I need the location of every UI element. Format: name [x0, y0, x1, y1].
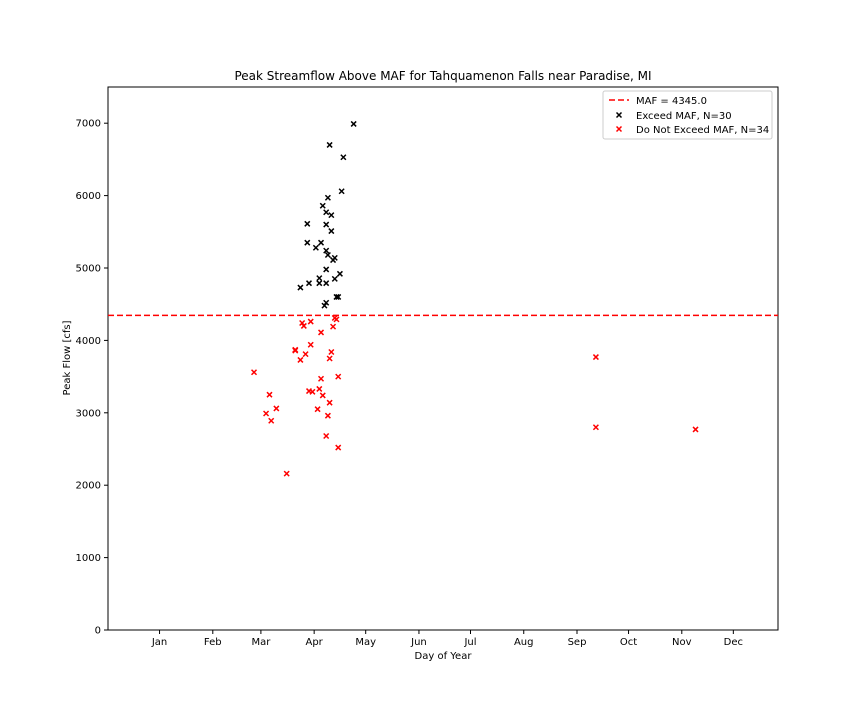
exceed-maf-point — [319, 202, 326, 209]
not-exceed-maf-point — [273, 405, 280, 412]
exceed-maf-point — [326, 141, 333, 148]
exceed-maf-point — [297, 284, 304, 291]
not-exceed-maf-point — [333, 316, 340, 323]
not-exceed-maf-point — [326, 399, 333, 406]
exceed-maf-point — [336, 270, 343, 277]
y-axis: 0 1000 2000 3000 4000 5000 6000 7000 — [76, 119, 108, 637]
y-tick-label: 1000 — [76, 553, 101, 564]
not-exceed-maf-point — [292, 347, 299, 354]
not-exceed-maf-point — [317, 329, 325, 336]
x-tick-label: Jan — [151, 637, 167, 648]
legend-marker-exceed — [615, 111, 623, 119]
not-exceed-maf-point — [309, 388, 316, 395]
exceed-maf-point — [323, 247, 330, 254]
exceed-maf-point — [316, 280, 323, 287]
chart-title: Peak Streamflow Above MAF for Tahquameno… — [234, 69, 651, 83]
exceed-maf-point — [324, 194, 331, 201]
not-exceed-maf-point — [263, 410, 270, 417]
not-exceed-maf-point — [328, 348, 335, 356]
exceed-maf-point — [317, 239, 325, 246]
plot-area — [107, 86, 779, 631]
not-exceed-maf-point — [283, 470, 290, 477]
exceed-maf-point — [323, 299, 330, 306]
y-axis-label: Peak Flow [cfs] — [62, 320, 73, 395]
not-exceed-maf-point — [335, 444, 342, 451]
x-tick-label: Jul — [463, 637, 476, 648]
not-exceed-maf-point — [592, 354, 599, 361]
exceed-maf-point — [331, 254, 338, 261]
not-exceed-maf-point — [302, 351, 309, 358]
exceed-maf-point — [305, 280, 313, 287]
not-exceed-maf-point — [324, 412, 331, 419]
x-tick-label: Jun — [410, 637, 427, 648]
y-tick-label: 5000 — [76, 264, 101, 275]
x-tick-label: Dec — [724, 637, 743, 648]
not-exceed-maf-point — [326, 355, 333, 362]
exceed-maf-point — [321, 302, 328, 309]
not-exceed-maf-point — [319, 392, 326, 399]
x-tick-label: Nov — [672, 637, 692, 648]
exceed-maf-point — [338, 188, 345, 195]
not-exceed-maf-point — [307, 341, 314, 348]
x-tick-label: May — [355, 637, 376, 648]
exceed-maf-point — [333, 293, 340, 300]
not-exceed-maf-point — [317, 375, 325, 382]
x-tick-label: Sep — [568, 637, 587, 648]
not-exceed-maf-point — [266, 391, 273, 398]
x-tick-label: Mar — [251, 637, 271, 648]
legend-label-not-exceed: Do Not Exceed MAF, N=34 — [636, 125, 769, 136]
exceed-maf-point — [312, 244, 319, 251]
exceed-maf-point — [323, 280, 330, 287]
x-tick-label: Feb — [204, 637, 222, 648]
not-exceed-maf-point — [316, 385, 323, 392]
legend-label-exceed: Exceed MAF, N=30 — [636, 111, 732, 122]
x-axis: Jan Feb Mar Apr May Jun Jul Aug Sep Oct Nov Dec — [151, 630, 743, 648]
legend-box — [602, 90, 773, 140]
exceed-maf-point — [335, 293, 342, 300]
x-tick-label: Aug — [514, 637, 534, 648]
legend-marker-not-exceed — [615, 125, 623, 133]
not-exceed-maf-point — [323, 432, 330, 439]
y-tick-label: 7000 — [76, 119, 101, 130]
exceed-maf-point — [328, 212, 335, 219]
x-axis-label: Day of Year — [415, 651, 473, 662]
exceed-maf-point — [324, 251, 331, 258]
x-tick-label: Oct — [620, 637, 637, 648]
legend: MAF = 4345.0 Exceed MAF, N=30 Do Not Exce… — [602, 90, 773, 140]
y-tick-label: 0 — [95, 626, 101, 637]
not-exceed-maf-point — [592, 424, 599, 431]
not-exceed-maf-point — [307, 318, 314, 325]
data-points — [250, 120, 699, 477]
not-exceed-maf-point — [268, 417, 275, 424]
exceed-maf-point — [328, 228, 335, 235]
legend-maf-label: MAF = 4345.0 — [636, 96, 707, 107]
not-exceed-maf-point — [692, 426, 699, 433]
not-exceed-maf-point — [330, 323, 337, 330]
y-tick-label: 4000 — [76, 336, 101, 347]
not-exceed-maf-point — [335, 373, 342, 380]
exceed-maf-point — [316, 275, 323, 282]
legend-series-entries: Exceed MAF, N=30 Do Not Exceed MAF, N=34 — [615, 111, 769, 136]
not-exceed-maf-point — [250, 369, 258, 376]
y-tick-label: 6000 — [76, 191, 101, 202]
exceed-maf-point — [323, 209, 330, 216]
x-tick-label: Apr — [305, 637, 323, 648]
y-tick-label: 2000 — [76, 481, 101, 492]
exceed-maf-point — [323, 266, 330, 273]
not-exceed-maf-point — [300, 322, 307, 329]
exceed-maf-point — [304, 239, 311, 246]
exceed-maf-point — [340, 154, 347, 161]
exceed-maf-point — [304, 220, 311, 227]
not-exceed-maf-point — [297, 356, 304, 363]
exceed-maf-point — [350, 120, 357, 127]
exceed-maf-point — [331, 275, 338, 282]
exceed-maf-point — [323, 221, 330, 228]
not-exceed-maf-point — [314, 406, 321, 413]
y-tick-label: 3000 — [76, 408, 101, 419]
not-exceed-maf-point — [299, 319, 306, 327]
